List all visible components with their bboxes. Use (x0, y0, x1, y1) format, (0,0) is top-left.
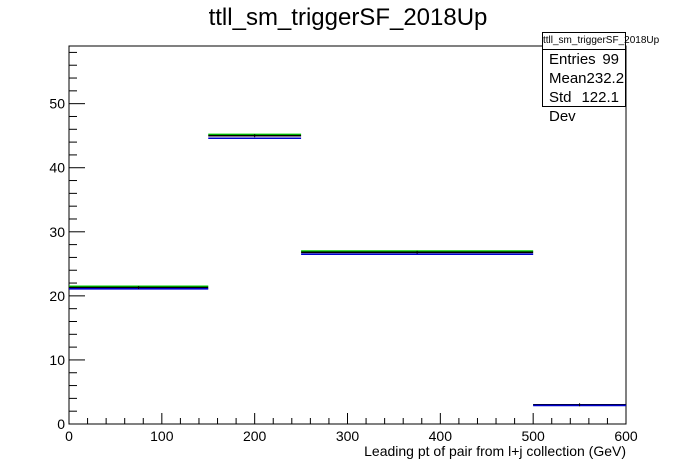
x-tick-label: 500 (521, 428, 545, 444)
y-tick-label: 30 (49, 224, 65, 240)
y-tick-label: 10 (49, 352, 65, 368)
histogram-bars (69, 133, 626, 407)
x-tick-label: 300 (336, 428, 360, 444)
y-tick-label: 20 (49, 288, 65, 304)
stats-std-row: Std Dev 122.1 (543, 88, 625, 125)
x-tick-label: 600 (614, 428, 638, 444)
stats-entries-row: Entries 99 (543, 50, 625, 69)
y-tick-label: 50 (49, 96, 65, 112)
y-tick-label: 40 (49, 160, 65, 176)
stats-entries-value: 99 (602, 51, 619, 68)
x-tick-label: 0 (65, 428, 73, 444)
stats-mean-row: Mean 232.2 (543, 69, 625, 88)
stats-box: ttll_sm_triggerSF_2018Up Entries 99 Mean… (542, 32, 659, 125)
stats-mean-label: Mean (549, 70, 587, 87)
stats-std-value: 122.1 (581, 89, 619, 106)
stats-mean-value: 232.2 (586, 70, 625, 87)
stats-entries-label: Entries (549, 51, 596, 68)
stats-std-label: Std Dev (549, 89, 576, 125)
chart-title: ttll_sm_triggerSF_2018Up (208, 4, 488, 31)
axis-ticks: 0 100 200 300 400 500 600 0 10 20 30 40 50 (49, 51, 638, 444)
x-tick-label: 100 (150, 428, 174, 444)
stats-name: ttll_sm_triggerSF_2018Up (543, 33, 659, 50)
x-axis-label: Leading pt of pair from l+j collection (… (364, 443, 626, 459)
x-tick-label: 200 (243, 428, 267, 444)
y-tick-label: 0 (57, 416, 65, 432)
x-tick-label: 400 (429, 428, 453, 444)
